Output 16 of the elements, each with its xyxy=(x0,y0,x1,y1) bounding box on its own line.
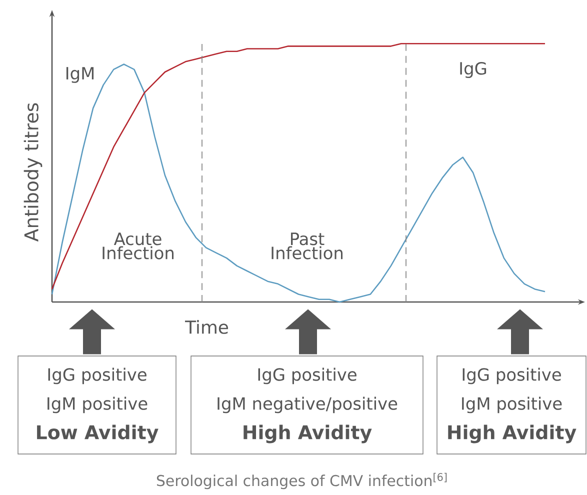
text: IgM positive xyxy=(462,396,562,414)
text: High Avidity xyxy=(448,424,576,444)
text: IgG positive xyxy=(48,368,146,384)
text: IgG positive xyxy=(258,368,356,384)
annotation: Acute Infection xyxy=(102,232,174,260)
text: IgG positive xyxy=(462,368,561,384)
text: IgM negative/positive xyxy=(218,396,398,414)
y-axis-title: Antibody titres xyxy=(24,103,42,242)
series-label: IgM xyxy=(66,67,94,83)
text: Low Avidity xyxy=(37,424,158,444)
text: Serological changes of CMV infection$^{[6]}$ xyxy=(156,472,447,490)
series-label: IgG xyxy=(460,62,486,78)
annotation: Past Infection xyxy=(272,232,343,260)
text: IgM positive xyxy=(48,396,148,414)
x-axis-title: Time xyxy=(185,320,228,334)
text: High Avidity xyxy=(244,424,372,444)
